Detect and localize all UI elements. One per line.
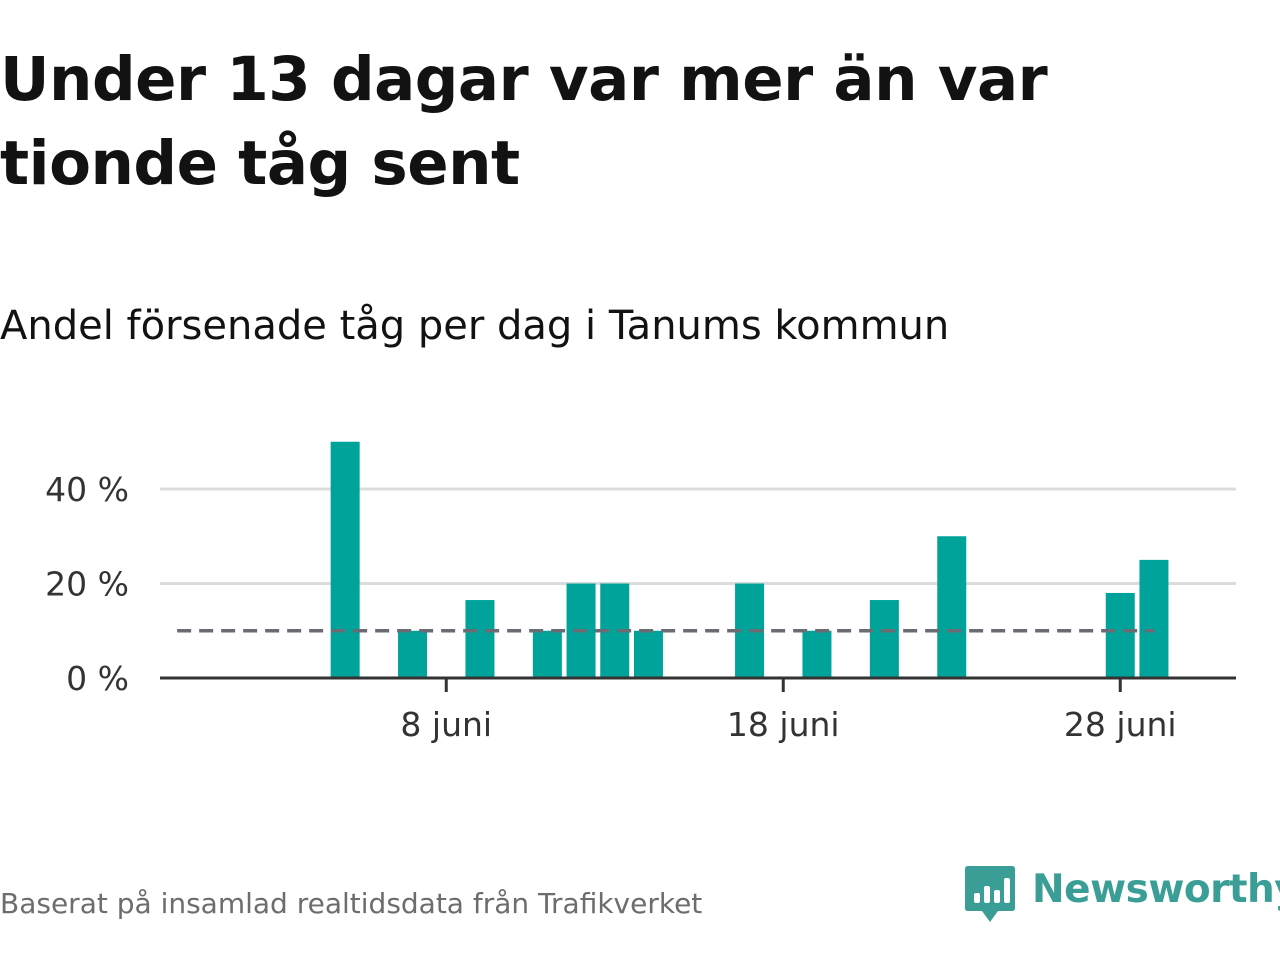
bar xyxy=(330,441,360,678)
bar xyxy=(465,600,495,678)
y-axis-labels: 0 % 20 % 40 % xyxy=(45,470,129,698)
grid-lines xyxy=(160,487,1236,585)
y-tick-label: 40 % xyxy=(45,470,129,509)
chart-subtitle: Andel försenade tåg per dag i Tanums kom… xyxy=(0,303,950,349)
newsworthy-logo-icon xyxy=(965,866,1015,922)
bar-chart: 0 % 20 % 40 % 8 juni 18 juni 28 juni xyxy=(45,441,1236,744)
y-tick-label: 0 % xyxy=(66,659,129,698)
bar xyxy=(1105,592,1135,678)
x-tick-label: 8 juni xyxy=(400,705,492,744)
bars xyxy=(330,441,1169,678)
chart-title: Under 13 dagar var mer än var tionde tåg… xyxy=(0,44,1048,199)
x-tick-label: 18 juni xyxy=(727,705,840,744)
brand-logo[interactable]: Newsworthy xyxy=(964,864,1280,926)
bar xyxy=(398,630,428,678)
bar xyxy=(1139,559,1169,678)
bar xyxy=(532,630,562,678)
x-axis xyxy=(160,676,1236,692)
bar xyxy=(937,536,967,678)
bar xyxy=(633,630,663,678)
y-tick-label: 20 % xyxy=(45,565,129,604)
bar xyxy=(802,630,832,678)
x-axis-labels: 8 juni 18 juni 28 juni xyxy=(400,705,1176,744)
x-tick-label: 28 juni xyxy=(1064,705,1177,744)
bar xyxy=(869,600,899,678)
source-note: Baserat på insamlad realtidsdata från Tr… xyxy=(0,887,703,920)
brand-name: Newsworthy xyxy=(1032,867,1280,912)
